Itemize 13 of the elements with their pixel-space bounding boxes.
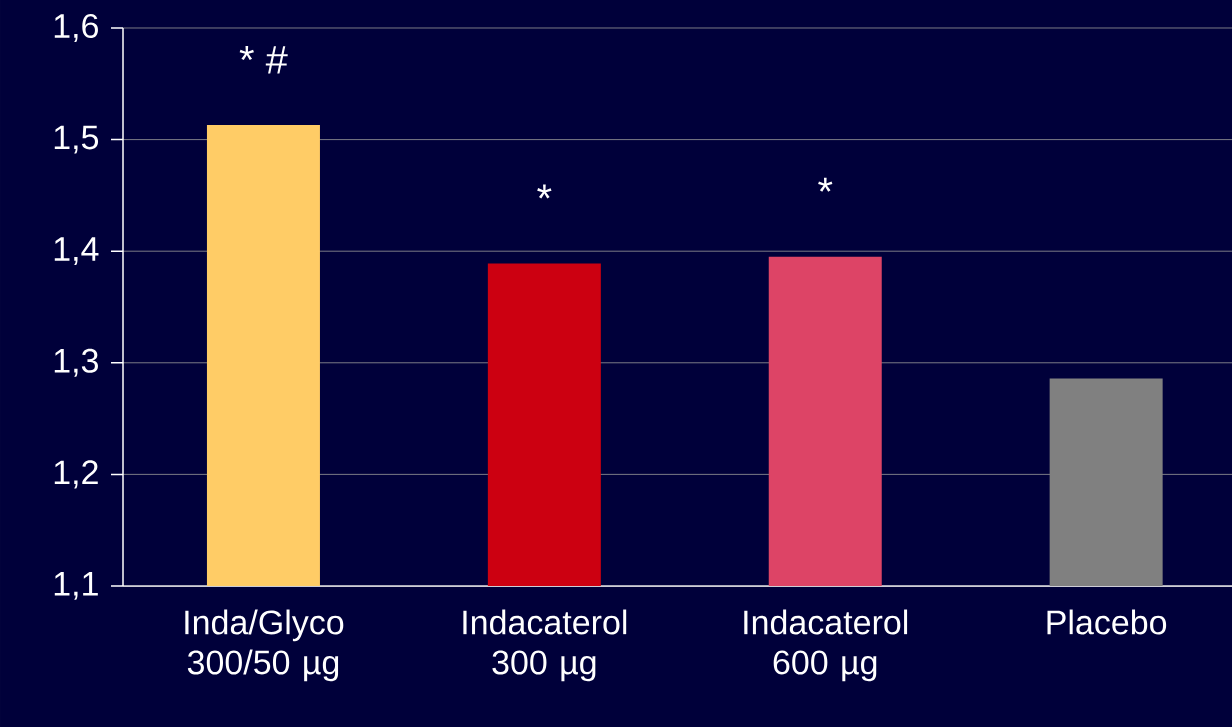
y-tick-label: 1,5 xyxy=(54,125,99,154)
y-tick-label: 1,2 xyxy=(54,460,98,489)
y-tick-label: 1,3 xyxy=(54,348,98,377)
x-tick-label: Indacaterol 600 µg xyxy=(744,609,908,682)
x-tick-label: Placebo xyxy=(1047,609,1167,635)
y-tick-label: 1,4 xyxy=(54,237,99,266)
x-tick-label: Indacaterol 300 µg xyxy=(463,609,627,682)
y-tick-label: 1,1 xyxy=(54,572,98,600)
annotation: * # xyxy=(239,46,288,74)
y-tick-label: 1,6 xyxy=(54,13,98,43)
annotation: * xyxy=(537,184,552,199)
x-tick-label: Inda/Glyco 300/50 µg xyxy=(185,609,344,682)
annotation: * xyxy=(818,177,833,192)
